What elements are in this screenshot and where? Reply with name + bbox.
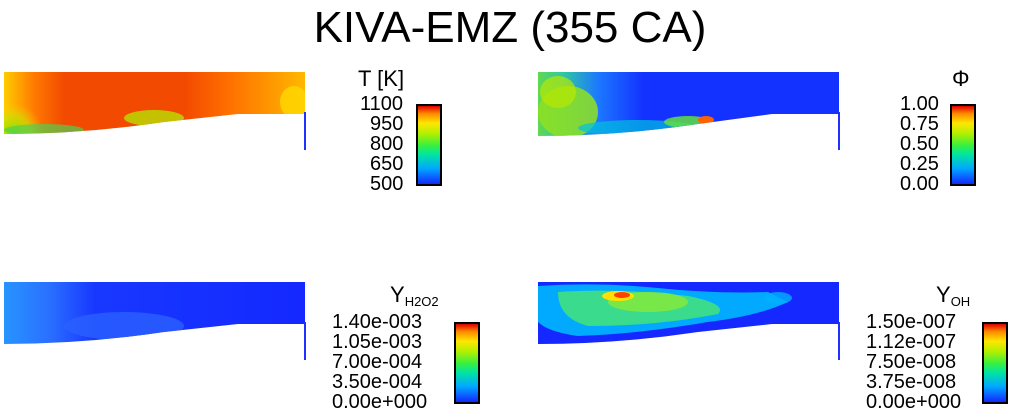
oh-variable-label: YOH	[936, 284, 970, 313]
h2o2-colorbar	[454, 322, 480, 404]
oh-tick-2: 1.12e-007	[866, 331, 957, 353]
phi-tick-5: 0.00	[900, 173, 939, 195]
temperature-tick-3: 800	[370, 133, 404, 155]
h2o2-tick-4: 3.50e-004	[332, 371, 423, 393]
oh-tick-5: 0.00e+000	[866, 391, 962, 413]
oh-colorbar	[982, 322, 1008, 404]
temperature-tick-1: 1100	[360, 93, 404, 115]
page-title: KIVA-EMZ (355 CA)	[313, 3, 707, 52]
phi-colorbar	[950, 104, 976, 186]
temperature-tick-5: 500	[370, 173, 404, 195]
oh-tick-4: 3.75e-008	[866, 371, 957, 393]
panel-phi: Φ 1.00 0.75 0.50 0.25 0.00	[538, 68, 978, 202]
temperature-tick-2: 950	[370, 113, 404, 135]
phi-tick-2: 0.75	[900, 113, 939, 135]
temperature-variable-label: T [K]	[358, 66, 405, 91]
phi-contour	[538, 72, 840, 150]
h2o2-tick-2: 1.05e-003	[332, 331, 423, 353]
oh-variable-base: Y	[936, 282, 951, 307]
oh-tick-1: 1.50e-007	[866, 311, 957, 333]
h2o2-tick-3: 7.00e-004	[332, 351, 423, 373]
h2o2-variable-label: YH2O2	[390, 284, 439, 313]
h2o2-variable-base: Y	[390, 282, 405, 307]
h2o2-tick-5: 0.00e+000	[332, 391, 428, 413]
phi-tick-4: 0.25	[900, 153, 939, 175]
oh-variable-sub: OH	[950, 294, 971, 309]
oh-tick-3: 7.50e-008	[866, 351, 957, 373]
panel-temperature: T [K] 1100 950 800 650 500	[4, 68, 444, 202]
h2o2-variable-sub: H2O2	[404, 294, 439, 309]
phi-tick-1: 1.00	[900, 93, 939, 115]
oh-contour	[538, 282, 840, 360]
temperature-tick-4: 650	[370, 153, 404, 175]
temperature-contour	[4, 72, 306, 150]
panel-h2o2: YH2O2 1.40e-003 1.05e-003 7.00e-004 3.50…	[4, 282, 484, 412]
panel-oh: YOH 1.50e-007 1.12e-007 7.50e-008 3.75e-…	[538, 282, 1016, 412]
temperature-colorbar	[416, 104, 442, 186]
h2o2-tick-1: 1.40e-003	[332, 311, 423, 333]
phi-variable-label: Φ	[952, 66, 970, 91]
phi-tick-3: 0.50	[900, 133, 939, 155]
h2o2-contour	[4, 282, 306, 360]
